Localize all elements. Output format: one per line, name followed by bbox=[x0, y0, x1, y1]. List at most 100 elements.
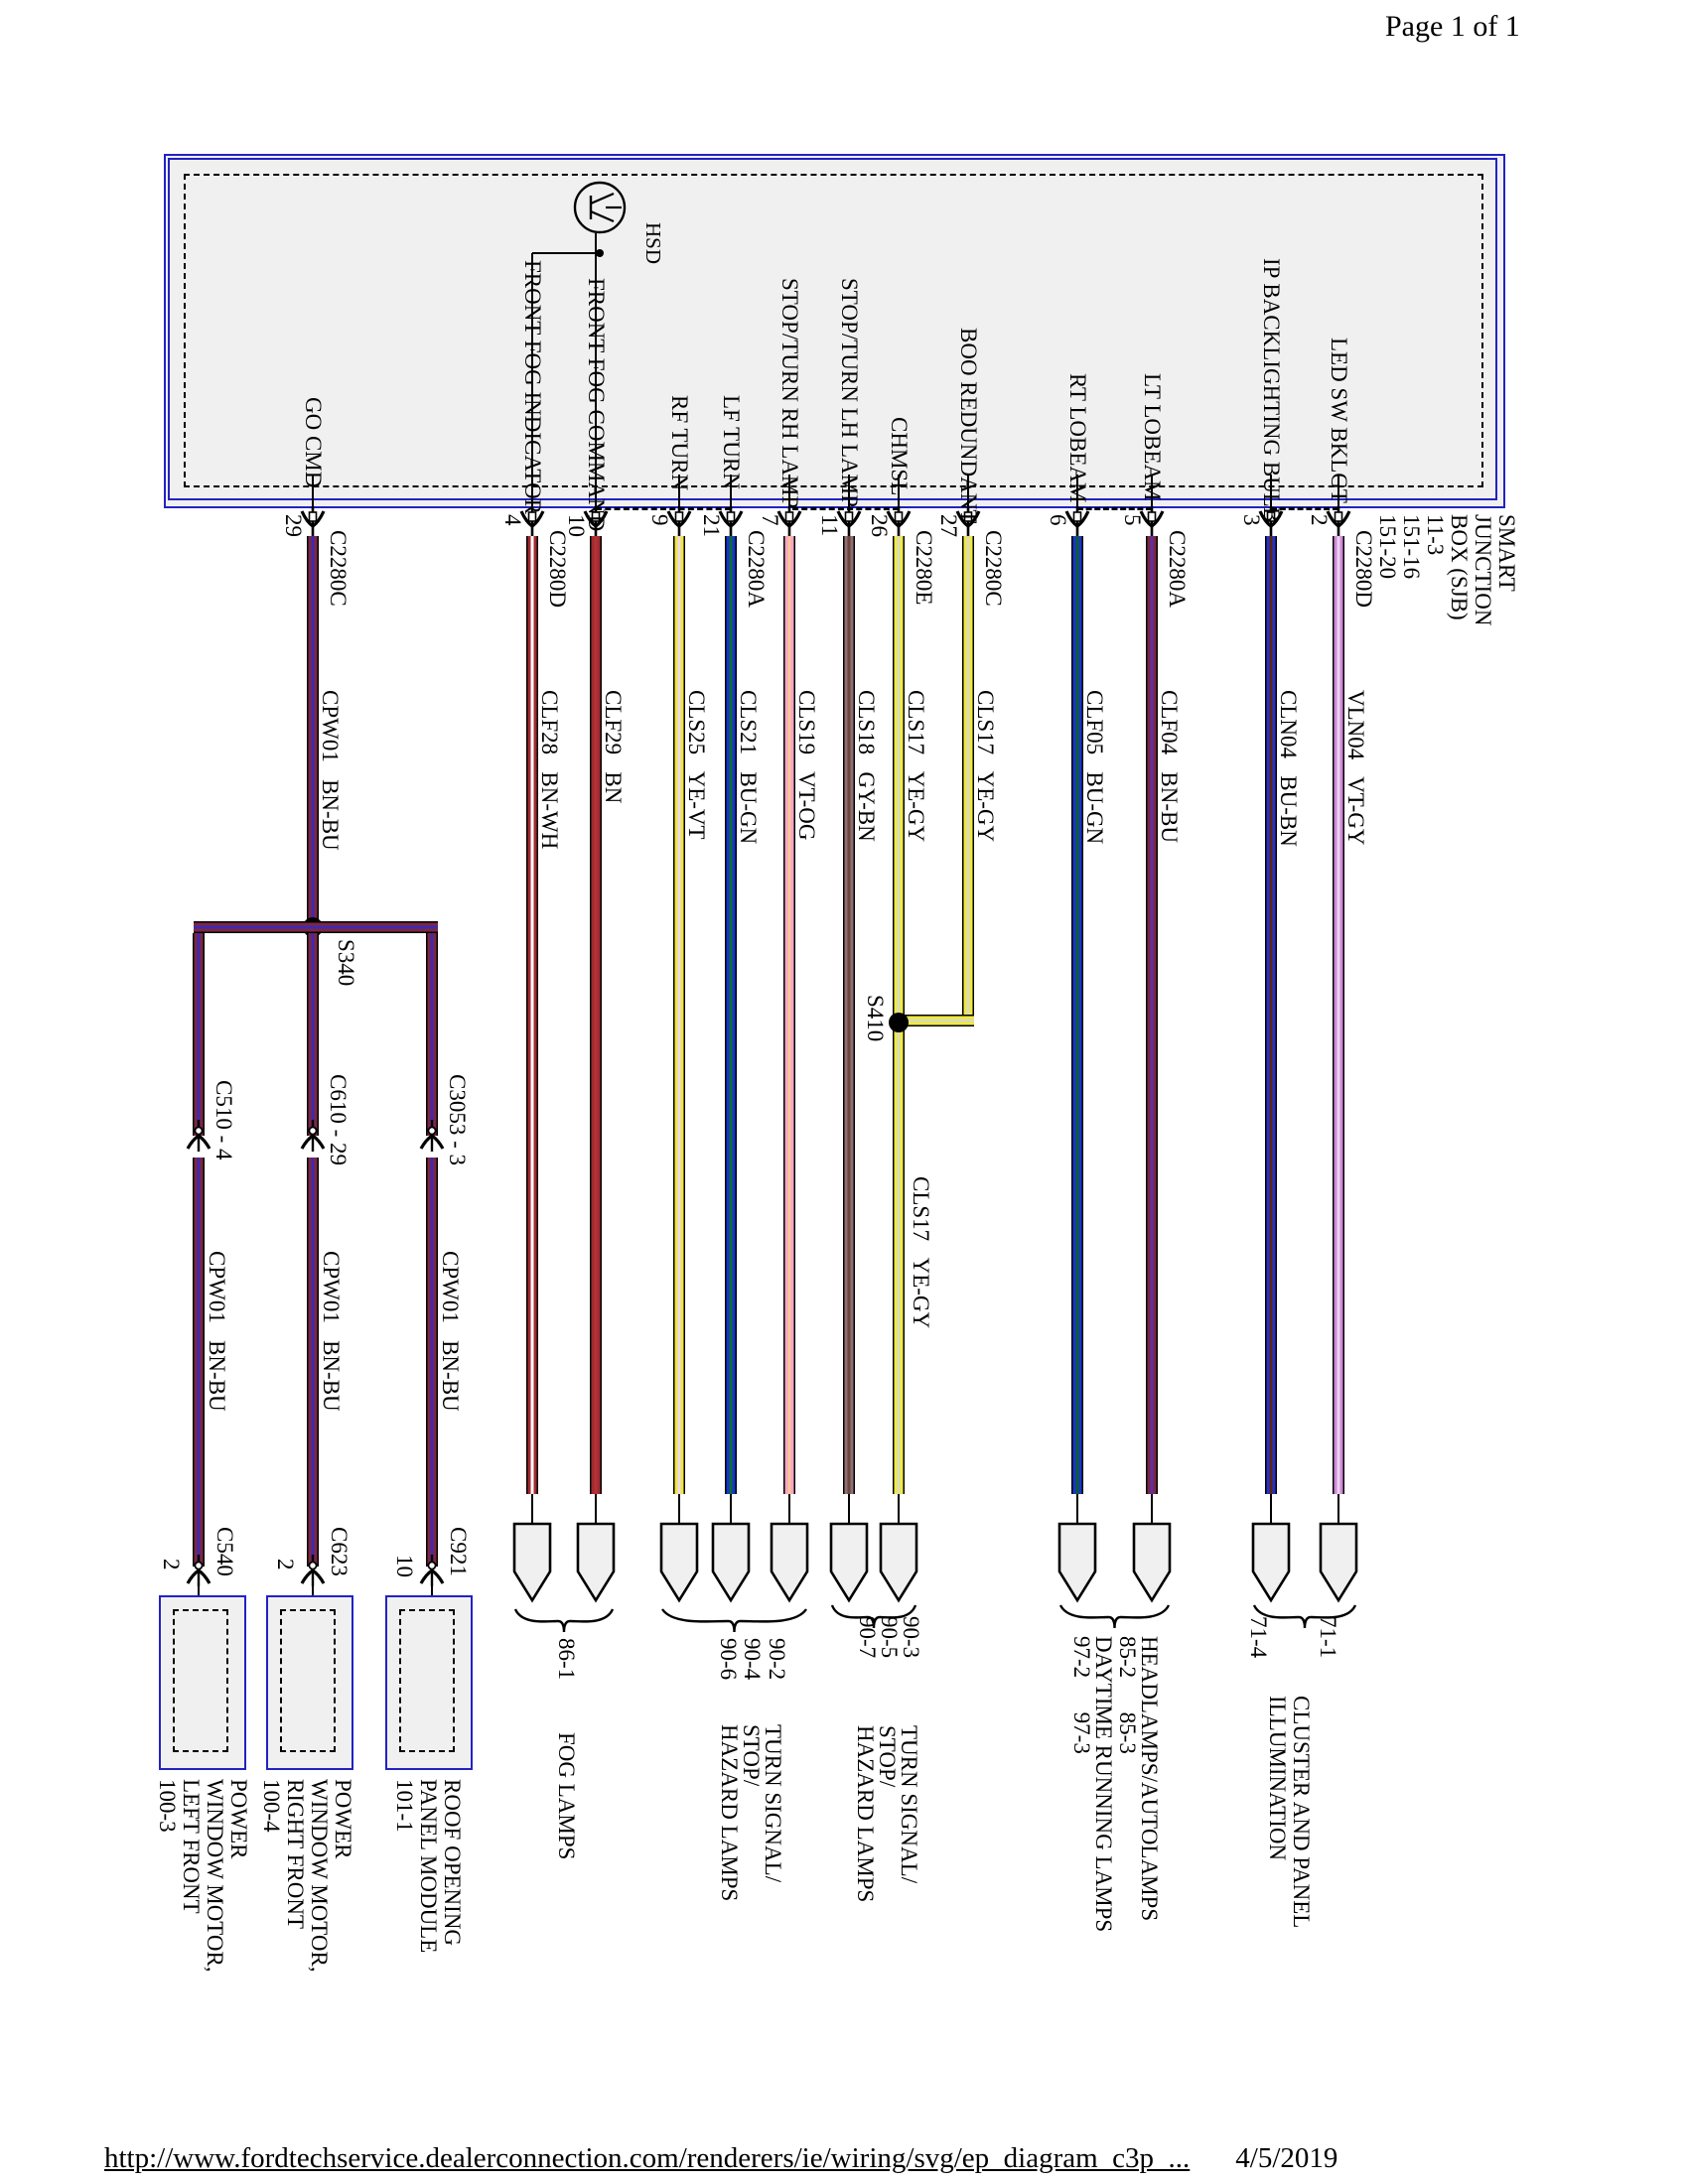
wire-stub-stop-turn-lh-lamp bbox=[847, 475, 851, 536]
hsd-branch-line bbox=[532, 251, 600, 255]
connector-label-lf-turn: C2280A bbox=[744, 530, 769, 608]
inline-connector-icon bbox=[186, 1120, 211, 1152]
signal-label-ip-backlighting-bulb: IP BACKLIGHTING BULB bbox=[1259, 258, 1284, 523]
pin-arrow-icon bbox=[955, 506, 981, 538]
signal-label-stop-turn-lh-lamp: STOP/TURN LH LAMP bbox=[837, 278, 862, 507]
signal-label-front-fog-indicator: FRONT FOG INDICATOR bbox=[520, 260, 545, 515]
component-label-power-window-motor-right-front: 100-4 bbox=[259, 1779, 284, 1833]
component-label-power-window-motor-left-front: WINDOW MOTOR, bbox=[203, 1779, 227, 1973]
terminal-lead-rt-lobeam bbox=[1075, 1494, 1079, 1523]
pin-arrow-icon bbox=[1258, 506, 1284, 538]
hsd-driver-icon bbox=[573, 181, 627, 234]
wire-stub-front-fog-command bbox=[594, 233, 598, 536]
group-label-headlamps-drl: HEADLAMPS/AUTOLAMPS bbox=[1137, 1636, 1162, 1922]
wire-band-lf-turn bbox=[725, 536, 737, 1494]
branch-band-lower-power-window-motor-right-front bbox=[307, 1158, 319, 1567]
pin-number-go-cmd: 29 bbox=[281, 514, 306, 537]
inline-connector-label-power-window-motor-right-front: C610 - 29 bbox=[326, 1074, 351, 1165]
group-label-cluster-and-panel-illumination: 71-4 bbox=[1246, 1616, 1271, 1659]
terminal-chmsl bbox=[879, 1522, 918, 1603]
circuit-label-stop-turn-lh-lamp: CLS18 GY-BN bbox=[854, 690, 879, 842]
component-box-dashed-power-window-motor-left-front bbox=[173, 1609, 228, 1752]
inline-connector-icon bbox=[300, 1555, 326, 1586]
group-label-cluster-and-panel-illumination: ILLUMINATION bbox=[1265, 1696, 1290, 1861]
group-label-turn-signal-stop-hazard-lamps-2: 90-3 bbox=[899, 1616, 923, 1659]
inline-connector-icon bbox=[419, 1555, 445, 1586]
wire-stub-lf-turn bbox=[729, 475, 733, 536]
group-label-fog-lamps: 86-1 bbox=[554, 1638, 579, 1681]
group-label-headlamps-drl: 85-2 85-3 bbox=[1115, 1636, 1140, 1754]
pin-arrow-icon bbox=[886, 506, 912, 538]
wire-stub-lt-lobeam bbox=[1150, 475, 1154, 536]
wire-stub-chmsl bbox=[897, 475, 901, 536]
branch-connector-power-window-motor-left-front: C540 bbox=[212, 1527, 237, 1576]
group-label-turn-signal-stop-hazard-lamps-1: 90-6 bbox=[716, 1638, 741, 1681]
pin-arrow-icon bbox=[836, 506, 862, 538]
inline-connector-icon bbox=[419, 1120, 445, 1152]
terminal-stop-turn-lh-lamp bbox=[829, 1522, 869, 1603]
signal-label-rf-turn: RF TURN bbox=[667, 395, 692, 491]
branch-band-lower-roof-opening-panel-module bbox=[426, 1158, 438, 1567]
pin-number-lf-turn: 21 bbox=[699, 514, 724, 537]
circuit-label-led-sw-bklgt: VLN04 VT-GY bbox=[1343, 690, 1368, 846]
branch-connector-roof-opening-panel-module: C921 bbox=[446, 1527, 471, 1576]
brace-turn-signal-stop-hazard-lamps-1 bbox=[661, 1608, 807, 1633]
pin-number-stop-turn-rh-lamp: 7 bbox=[758, 514, 782, 526]
wire-band-front-fog-indicator bbox=[526, 536, 538, 1494]
terminal-lf-turn bbox=[711, 1522, 751, 1603]
connector-label-led-sw-bklgt: C2280D bbox=[1351, 530, 1376, 608]
circuit-label-cls17-merged: CLS17 YE-GY bbox=[909, 1176, 933, 1329]
branch-band-upper-power-window-motor-left-front bbox=[193, 933, 205, 1136]
brace-turn-signal-stop-hazard-lamps-2 bbox=[830, 1604, 917, 1629]
wire-band-led-sw-bklgt bbox=[1333, 536, 1344, 1494]
connector-group-bracket bbox=[1271, 507, 1338, 510]
pin-number-stop-turn-lh-lamp: 11 bbox=[817, 514, 842, 537]
circuit-label-lf-turn: CLS21 BU-GN bbox=[736, 690, 761, 845]
brace-cluster-and-panel-illumination bbox=[1252, 1604, 1357, 1629]
component-box-dashed-roof-opening-panel-module bbox=[399, 1609, 455, 1752]
hsd-label: HSD bbox=[641, 222, 665, 265]
sjb-box bbox=[164, 154, 1505, 508]
source-url-link[interactable]: http://www.fordtechservice.dealerconnect… bbox=[104, 2142, 1191, 2174]
wire-band-boo-redundant bbox=[962, 536, 974, 1016]
branch-circuit-label-power-window-motor-left-front: CPW01 BN-BU bbox=[205, 1251, 229, 1412]
group-label-turn-signal-stop-hazard-lamps-2: 90-7 bbox=[855, 1616, 880, 1659]
signal-label-led-sw-bklgt: LED SW BKLGT bbox=[1327, 338, 1351, 503]
circuit-label-go-cmd: CPW01 BN-BU bbox=[318, 690, 343, 851]
branch-circuit-label-power-window-motor-right-front: CPW01 BN-BU bbox=[319, 1251, 344, 1412]
component-label-power-window-motor-left-front: POWER bbox=[226, 1779, 251, 1859]
component-box-dashed-power-window-motor-right-front bbox=[280, 1609, 336, 1752]
group-label-turn-signal-stop-hazard-lamps-1: HAZARD LAMPS bbox=[717, 1724, 742, 1902]
component-label-roof-opening-panel-module: 101-1 bbox=[392, 1779, 417, 1833]
terminal-lead-lt-lobeam bbox=[1150, 1494, 1154, 1523]
wire-band-front-fog-command bbox=[590, 536, 602, 1494]
terminal-lead-front-fog-indicator bbox=[530, 1494, 534, 1523]
group-label-headlamps-drl: 97-2 97-3 bbox=[1069, 1636, 1094, 1754]
connector-label-chmsl: C2280E bbox=[912, 530, 936, 606]
branch-connector-power-window-motor-right-front: C623 bbox=[327, 1527, 352, 1576]
circuit-label-front-fog-command: CLF29 BN bbox=[601, 690, 626, 804]
wire-stub-front-fog-indicator bbox=[530, 253, 534, 536]
circuit-label-chmsl: CLS17 YE-GY bbox=[904, 690, 928, 843]
terminal-lead-led-sw-bklgt bbox=[1336, 1494, 1340, 1523]
group-label-turn-signal-stop-hazard-lamps-2: HAZARD LAMPS bbox=[853, 1725, 878, 1903]
circuit-label-front-fog-indicator: CLF28 BN-WH bbox=[537, 690, 562, 850]
circuit-label-rt-lobeam: CLF05 BU-GN bbox=[1082, 690, 1107, 845]
branch-pin-power-window-motor-left-front: 2 bbox=[159, 1559, 184, 1570]
connector-label-go-cmd: C2280C bbox=[326, 530, 351, 607]
connector-label-boo-redundant: C2280C bbox=[981, 530, 1006, 607]
pin-arrow-icon bbox=[1139, 506, 1165, 538]
circuit-label-lt-lobeam: CLF04 BN-BU bbox=[1157, 690, 1182, 843]
terminal-lead-ip-backlighting-bulb bbox=[1269, 1494, 1273, 1523]
sjb-dashed-border bbox=[184, 174, 1483, 487]
group-label-turn-signal-stop-hazard-lamps-1: TURN SIGNAL/ bbox=[761, 1724, 785, 1883]
pin-number-rf-turn: 9 bbox=[647, 514, 672, 526]
connector-group-bracket bbox=[792, 507, 899, 510]
page-number: Page 1 of 1 bbox=[1385, 10, 1520, 43]
terminal-lead-lf-turn bbox=[729, 1494, 733, 1523]
pin-number-chmsl: 26 bbox=[867, 514, 892, 537]
wire-band-lt-lobeam bbox=[1146, 536, 1158, 1494]
signal-label-go-cmd: GO CMD bbox=[301, 397, 326, 488]
wire-band-go-cmd bbox=[307, 536, 319, 922]
splice-dot-S410 bbox=[889, 1013, 909, 1032]
